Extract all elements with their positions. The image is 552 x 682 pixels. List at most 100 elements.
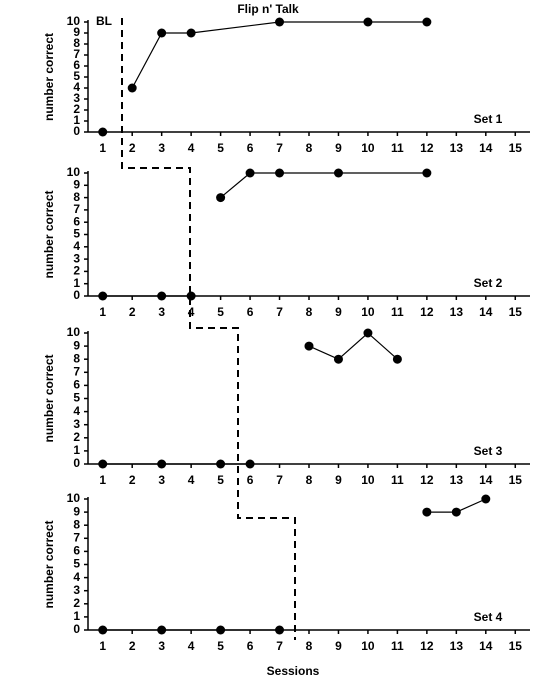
data-point: [157, 291, 167, 301]
y-tick-label: 2: [73, 102, 80, 116]
x-tick-label: 7: [276, 305, 283, 319]
x-tick-label: 3: [158, 141, 165, 155]
data-point: [451, 507, 461, 517]
x-axis-label: Sessions: [267, 664, 320, 678]
data-point: [392, 354, 402, 364]
set-label: Set 2: [474, 276, 503, 290]
y-tick-label: 6: [73, 214, 80, 228]
x-tick-label: 13: [450, 473, 464, 487]
data-point: [98, 625, 108, 635]
y-tick-label: 0: [73, 288, 80, 302]
x-tick-label: 13: [450, 141, 464, 155]
y-tick-label: 8: [73, 517, 80, 531]
data-point: [98, 459, 108, 469]
x-tick-label: 14: [479, 473, 493, 487]
y-tick-label: 10: [67, 325, 81, 339]
x-tick-label: 7: [276, 141, 283, 155]
data-point: [216, 193, 226, 203]
y-tick-label: 7: [73, 530, 80, 544]
y-tick-label: 1: [73, 276, 80, 290]
y-tick-label: 9: [73, 504, 80, 518]
y-tick-label: 7: [73, 364, 80, 378]
data-point: [245, 168, 255, 178]
data-point: [157, 28, 167, 38]
y-tick-label: 9: [73, 338, 80, 352]
data-point: [363, 17, 373, 27]
y-tick-label: 1: [73, 113, 80, 127]
x-tick-label: 3: [158, 473, 165, 487]
x-tick-label: 10: [361, 141, 375, 155]
y-tick-label: 8: [73, 36, 80, 50]
y-tick-label: 10: [67, 14, 81, 28]
x-tick-label: 10: [361, 639, 375, 653]
x-tick-label: 11: [391, 473, 404, 487]
data-point: [127, 83, 137, 93]
data-point: [216, 625, 226, 635]
x-tick-label: 6: [247, 473, 254, 487]
data-point: [481, 494, 491, 504]
x-tick-label: 5: [217, 305, 224, 319]
data-point: [245, 459, 255, 469]
y-tick-label: 10: [67, 491, 81, 505]
y-tick-label: 7: [73, 202, 80, 216]
x-tick-label: 10: [361, 473, 375, 487]
y-axis-label: number correct: [42, 190, 56, 278]
y-tick-label: 2: [73, 596, 80, 610]
data-point: [333, 354, 343, 364]
x-tick-label: 10: [361, 305, 375, 319]
y-tick-label: 5: [73, 391, 80, 405]
x-tick-label: 3: [158, 639, 165, 653]
set-label: Set 1: [474, 112, 503, 126]
x-tick-label: 8: [306, 305, 313, 319]
data-point: [275, 625, 285, 635]
data-point: [216, 459, 226, 469]
y-tick-label: 10: [67, 165, 81, 179]
x-tick-label: 1: [99, 473, 106, 487]
phase-change-line: [121, 18, 296, 640]
x-tick-label: 5: [217, 141, 224, 155]
x-tick-label: 6: [247, 141, 254, 155]
y-tick-label: 9: [73, 177, 80, 191]
x-tick-label: 9: [335, 473, 342, 487]
data-point: [422, 168, 432, 178]
y-tick-label: 4: [73, 404, 80, 418]
set-label: Set 4: [474, 610, 503, 624]
data-point: [422, 17, 432, 27]
set-label: Set 3: [474, 444, 503, 458]
y-tick-label: 4: [73, 80, 80, 94]
y-tick-label: 3: [73, 583, 80, 597]
x-tick-label: 4: [188, 639, 195, 653]
y-tick-label: 1: [73, 443, 80, 457]
y-tick-label: 8: [73, 190, 80, 204]
x-tick-label: 2: [129, 473, 136, 487]
x-tick-label: 12: [420, 305, 434, 319]
x-tick-label: 2: [129, 639, 136, 653]
x-tick-label: 11: [391, 305, 404, 319]
y-tick-label: 9: [73, 25, 80, 39]
x-tick-label: 1: [99, 141, 106, 155]
x-tick-label: 2: [129, 141, 136, 155]
x-tick-label: 5: [217, 473, 224, 487]
phase-label: BL: [96, 14, 112, 28]
y-axis-label: number correct: [42, 33, 56, 121]
y-tick-label: 0: [73, 124, 80, 138]
series-line: [308, 332, 398, 360]
x-tick-label: 12: [420, 473, 434, 487]
y-tick-label: 4: [73, 570, 80, 584]
x-tick-label: 13: [450, 639, 464, 653]
data-point: [275, 17, 285, 27]
x-tick-label: 6: [247, 305, 254, 319]
x-tick-label: 4: [188, 141, 195, 155]
x-tick-label: 9: [335, 305, 342, 319]
data-point: [304, 341, 314, 351]
x-tick-label: 14: [479, 639, 493, 653]
data-point: [422, 507, 432, 517]
x-tick-label: 8: [306, 141, 313, 155]
data-point: [157, 459, 167, 469]
x-tick-label: 9: [335, 141, 342, 155]
x-tick-label: 13: [450, 305, 464, 319]
x-tick-label: 12: [420, 141, 434, 155]
x-tick-label: 1: [99, 305, 106, 319]
x-tick-label: 5: [217, 639, 224, 653]
x-tick-label: 4: [188, 473, 195, 487]
